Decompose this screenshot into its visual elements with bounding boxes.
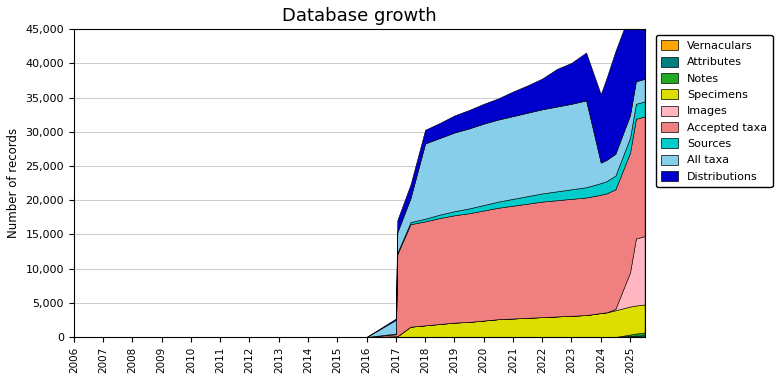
- Legend: Vernaculars, Attributes, Notes, Specimens, Images, Accepted taxa, Sources, All t: Vernaculars, Attributes, Notes, Specimen…: [656, 35, 773, 187]
- Title: Database growth: Database growth: [282, 7, 437, 25]
- Y-axis label: Number of records: Number of records: [7, 128, 20, 238]
